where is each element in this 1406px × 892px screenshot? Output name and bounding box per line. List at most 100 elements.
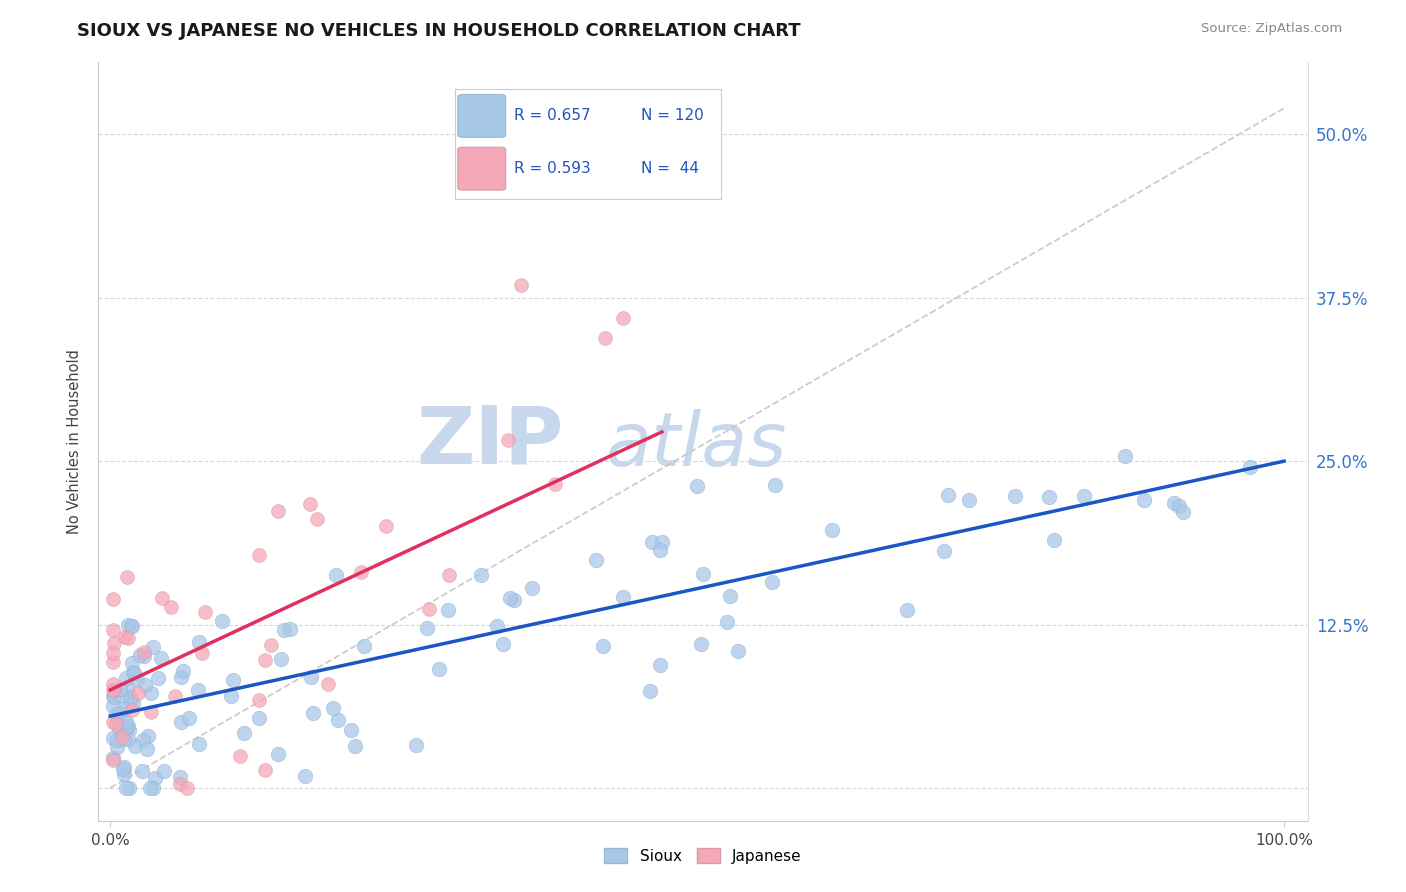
Point	[436, 603, 458, 617]
Point	[247, 549, 270, 563]
Point	[143, 771, 166, 785]
Point	[427, 661, 450, 675]
Point	[108, 706, 131, 720]
Point	[187, 634, 209, 648]
Legend: Sioux, Japanese: Sioux, Japanese	[599, 842, 807, 870]
Point	[131, 764, 153, 778]
Point	[134, 678, 156, 692]
Point	[139, 705, 162, 719]
Point	[132, 645, 155, 659]
Point	[177, 711, 200, 725]
Point	[101, 699, 124, 714]
Point	[280, 622, 302, 636]
Point	[187, 737, 209, 751]
Point	[101, 646, 124, 660]
Point	[651, 535, 673, 549]
Point	[165, 689, 187, 703]
Point	[187, 683, 209, 698]
Point	[114, 720, 136, 734]
Point	[1239, 459, 1261, 474]
Point	[139, 686, 162, 700]
Point	[641, 535, 664, 549]
Point	[139, 780, 162, 795]
Point	[150, 650, 173, 665]
Point	[101, 655, 124, 669]
Point	[176, 780, 198, 795]
Point	[115, 671, 138, 685]
Point	[491, 637, 513, 651]
Point	[718, 590, 741, 604]
Point	[132, 649, 155, 664]
Point	[142, 780, 165, 795]
Point	[1073, 489, 1095, 503]
Point	[1043, 533, 1066, 547]
Point	[115, 780, 138, 795]
Point	[612, 311, 634, 326]
Point	[170, 714, 193, 729]
Point	[121, 619, 143, 633]
Point	[194, 605, 217, 619]
Point	[273, 623, 295, 637]
Point	[172, 664, 194, 678]
Point	[101, 677, 124, 691]
Point	[405, 738, 427, 752]
Point	[307, 512, 329, 526]
Point	[131, 732, 153, 747]
Point	[957, 493, 980, 508]
Point	[470, 568, 492, 582]
Point	[103, 690, 125, 705]
Point	[127, 686, 149, 700]
Point	[136, 729, 159, 743]
Point	[650, 543, 672, 558]
Point	[294, 769, 316, 783]
Text: ZIP: ZIP	[416, 402, 564, 481]
Point	[247, 711, 270, 725]
Point	[1038, 490, 1060, 504]
Point	[146, 671, 169, 685]
Point	[103, 682, 125, 697]
Point	[585, 553, 607, 567]
Point	[108, 722, 131, 736]
Point	[117, 719, 139, 733]
Point	[103, 636, 125, 650]
Point	[416, 621, 439, 635]
Point	[101, 689, 124, 703]
Point	[101, 592, 124, 607]
Point	[322, 701, 344, 715]
Point	[686, 479, 709, 493]
Point	[260, 638, 283, 652]
Point	[111, 762, 134, 776]
Point	[1004, 489, 1026, 503]
Point	[692, 566, 714, 581]
Point	[821, 523, 844, 537]
Point	[120, 690, 142, 704]
Point	[498, 433, 520, 447]
Point	[118, 723, 141, 737]
Point	[326, 713, 349, 727]
Point	[101, 750, 124, 764]
Point	[510, 277, 533, 292]
Point	[169, 669, 191, 683]
Point	[932, 543, 955, 558]
Point	[117, 731, 139, 746]
Point	[101, 731, 124, 746]
Point	[520, 581, 543, 595]
Point	[101, 682, 124, 697]
Point	[118, 780, 141, 795]
Point	[142, 640, 165, 654]
Point	[498, 591, 520, 605]
Point	[339, 723, 361, 737]
Point	[593, 331, 616, 345]
Point	[169, 770, 191, 784]
Point	[112, 759, 135, 773]
Point	[302, 706, 325, 720]
Point	[690, 637, 713, 651]
Point	[716, 615, 738, 630]
Point	[485, 619, 508, 633]
Point	[112, 702, 135, 716]
Point	[101, 753, 124, 767]
Point	[325, 567, 347, 582]
Point	[105, 707, 128, 722]
Point	[124, 739, 146, 753]
Point	[592, 639, 614, 653]
